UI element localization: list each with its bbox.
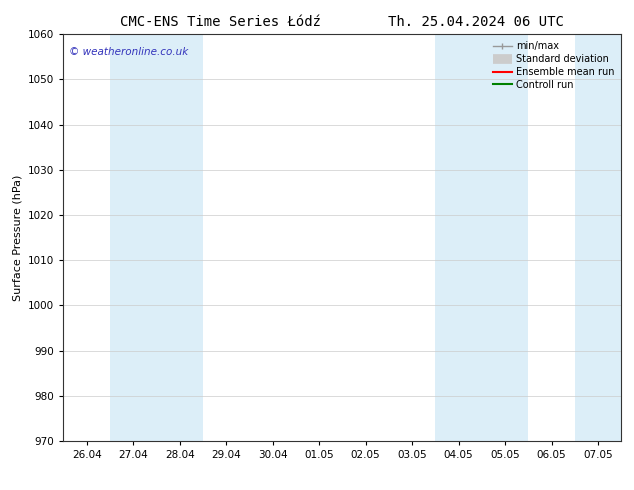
Y-axis label: Surface Pressure (hPa): Surface Pressure (hPa): [13, 174, 23, 301]
Legend: min/max, Standard deviation, Ensemble mean run, Controll run: min/max, Standard deviation, Ensemble me…: [491, 39, 616, 92]
Bar: [110, 34, 203, 441]
Bar: [575, 34, 621, 441]
Text: © weatheronline.co.uk: © weatheronline.co.uk: [69, 47, 188, 56]
Title: CMC-ENS Time Series Łódź        Th. 25.04.2024 06 UTC: CMC-ENS Time Series Łódź Th. 25.04.2024 …: [120, 15, 564, 29]
Bar: [436, 34, 528, 441]
